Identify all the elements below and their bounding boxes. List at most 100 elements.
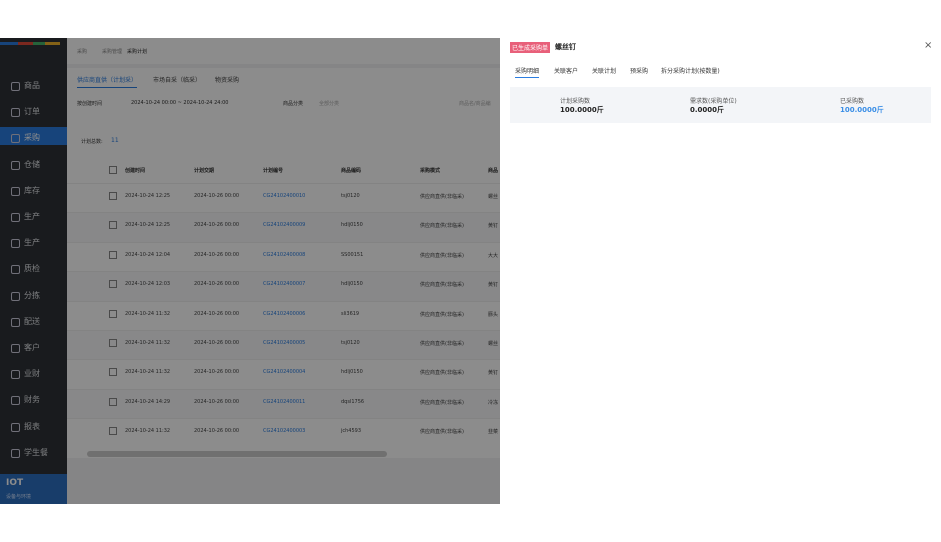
- drawer-title: 螺丝钉: [555, 43, 576, 51]
- stats-box: [510, 87, 931, 123]
- cell[interactable]: CG24102400010: [263, 193, 306, 199]
- row: [67, 212, 500, 243]
- cell: 供应商直供(非临采): [420, 311, 464, 318]
- nav-icon: [11, 422, 20, 432]
- cell[interactable]: CG24102400003: [263, 428, 306, 435]
- drawer: 已生成采购单 螺丝钉 × 采购明细 关联客户 关联计划 预采购 拆分采购计划(按数量) 计…: [500, 38, 941, 504]
- row: [67, 300, 500, 331]
- nav-item[interactable]: 分拣: [24, 290, 40, 300]
- tab[interactable]: 供应商直供（计划采）: [77, 75, 138, 88]
- nav-icon: [11, 317, 20, 327]
- filter[interactable]: 2024-10-24 00:00 ~ 2024-10-24 24:00: [131, 100, 229, 106]
- cell: 2024-10-24 11:32: [125, 369, 171, 376]
- row-checkbox[interactable]: [109, 397, 117, 406]
- filter[interactable]: 全部分类: [319, 101, 340, 107]
- nav-item[interactable]: 业财: [24, 369, 40, 379]
- cell[interactable]: CG24102400006: [263, 310, 306, 317]
- row-checkbox[interactable]: [109, 221, 117, 230]
- nav-item[interactable]: 生产: [24, 238, 40, 248]
- nav-item[interactable]: 采购: [24, 133, 40, 143]
- row-checkbox[interactable]: [109, 427, 117, 436]
- breadcrumb[interactable]: 采购: [77, 49, 88, 55]
- close-button[interactable]: ×: [924, 40, 933, 51]
- nav-icon: [11, 160, 20, 170]
- nav-item[interactable]: 商品: [24, 81, 40, 90]
- nav-icon: [11, 239, 20, 249]
- stat-label: 需求数(采购单位): [690, 98, 737, 105]
- nav-item[interactable]: 库存: [24, 185, 40, 195]
- cell[interactable]: CG24102400011: [263, 398, 306, 405]
- row-checkbox[interactable]: [109, 339, 117, 347]
- cell[interactable]: CG24102400009: [263, 222, 306, 229]
- nav-item[interactable]: 学生餐: [24, 447, 48, 457]
- drawer-tab[interactable]: 关联客户: [554, 68, 579, 75]
- stat-value: 100.0000斤: [840, 106, 884, 114]
- cell: 2024-10-26 00:00: [194, 251, 240, 258]
- row: [67, 418, 500, 449]
- nav-icon: [11, 370, 20, 380]
- nav-item[interactable]: 质检: [24, 264, 40, 274]
- drawer-tab[interactable]: 预采购: [630, 68, 649, 75]
- cell[interactable]: CG24102400007: [263, 281, 306, 288]
- cell: 供应商直供(非临采): [420, 282, 464, 289]
- count-label: 计划总数:: [81, 139, 103, 145]
- nav-icon: [11, 108, 20, 118]
- cell: 2024-10-24 11:32: [125, 310, 171, 317]
- cell: 供应商直供(非临采): [420, 370, 464, 377]
- cell: 2024-10-26 00:00: [194, 281, 240, 288]
- brand-box: IOT 设备与环境: [0, 474, 67, 504]
- nav-item[interactable]: 仓储: [24, 159, 40, 169]
- row-checkbox[interactable]: [109, 309, 117, 318]
- cell: 螺丝: [488, 194, 499, 200]
- cell: 螺丝: [488, 341, 499, 347]
- row: [67, 330, 500, 360]
- cell[interactable]: CG24102400004: [263, 369, 306, 376]
- drawer-tab[interactable]: 采购明细: [515, 66, 540, 78]
- row-checkbox[interactable]: [109, 192, 117, 200]
- nav-item[interactable]: 客户: [24, 343, 40, 352]
- header-checkbox[interactable]: [109, 166, 117, 174]
- cell: 供应商直供(非临采): [420, 252, 464, 259]
- main: 计划总数: 11 采购 采购管理 采购计划 供应商直供（计划采） 市场自采（临采） 物资采…: [67, 38, 500, 504]
- tab[interactable]: 市场自采（临采）: [153, 77, 202, 84]
- cell: hdlj0150: [341, 222, 363, 229]
- tab[interactable]: 物资采购: [215, 77, 240, 84]
- row: [67, 271, 500, 302]
- overlay[interactable]: [0, 38, 500, 504]
- stat-label: 计划采购数: [560, 98, 591, 105]
- filter[interactable]: 商品分类: [283, 101, 304, 107]
- cell: 韭菜: [488, 429, 499, 436]
- nav-active: [0, 127, 67, 146]
- cell[interactable]: CG24102400005: [263, 340, 306, 346]
- cell: 2024-10-26 00:00: [194, 340, 240, 346]
- nav-item[interactable]: 订单: [24, 107, 40, 117]
- cell: 黄钉: [488, 223, 499, 230]
- cell: 大大: [488, 252, 499, 259]
- cell: 2024-10-26 00:00: [194, 398, 240, 405]
- scrollbar: [87, 451, 387, 457]
- drawer-tab[interactable]: 拆分采购计划(按数量): [661, 68, 720, 75]
- row-checkbox[interactable]: [109, 280, 117, 289]
- nav-item[interactable]: 财务: [24, 395, 40, 405]
- cell[interactable]: CG24102400008: [263, 251, 306, 258]
- cell: 2024-10-24 12:03: [125, 281, 171, 288]
- filter[interactable]: 按创建时间: [77, 101, 103, 107]
- row-checkbox[interactable]: [109, 368, 117, 377]
- breadcrumb[interactable]: 采购管理: [102, 49, 123, 55]
- filter[interactable]: 商品名/商品编: [459, 101, 491, 107]
- cell: 2024-10-24 12:25: [125, 222, 171, 229]
- cell: dqsl1756: [341, 398, 365, 405]
- cell: 豚头: [488, 311, 499, 318]
- nav-item[interactable]: 报表: [24, 421, 40, 431]
- nav-item[interactable]: 配送: [24, 316, 40, 326]
- row-checkbox[interactable]: [109, 250, 117, 259]
- cell: hdlj0150: [341, 281, 363, 288]
- cell: 供应商直供(非临采): [420, 223, 464, 230]
- drawer-tab[interactable]: 关联计划: [592, 68, 617, 75]
- nav-icon: [11, 396, 20, 406]
- column-header: 计划编号: [263, 168, 284, 174]
- nav-item[interactable]: 生产: [24, 212, 40, 221]
- cell: 供应商直供(非临采): [420, 429, 464, 436]
- cell: 供应商直供(非临采): [420, 399, 464, 406]
- cell: 2024-10-24 12:04: [125, 251, 171, 258]
